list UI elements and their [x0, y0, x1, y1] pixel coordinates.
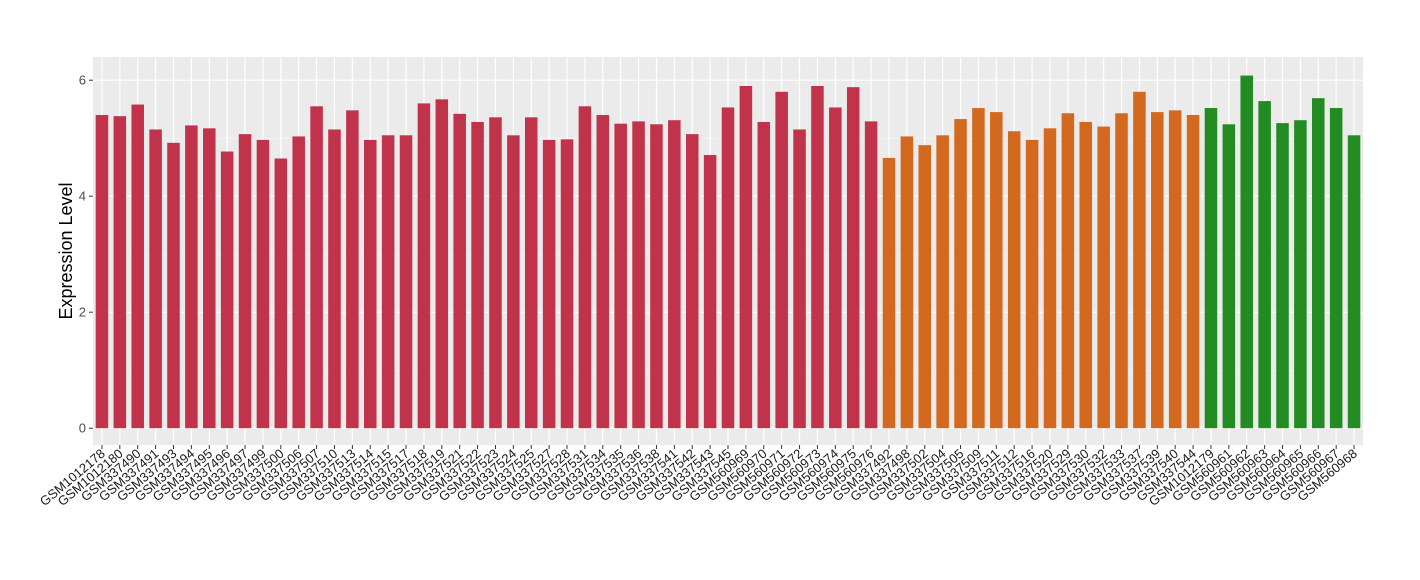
y-tick-label: 0: [79, 421, 86, 436]
bar: [453, 113, 466, 429]
bar: [972, 108, 985, 429]
bar: [1151, 112, 1164, 429]
bar: [292, 136, 305, 429]
bar: [811, 85, 824, 429]
bar: [1168, 110, 1182, 429]
bar: [399, 135, 413, 429]
bar: [238, 134, 252, 429]
bar: [363, 139, 377, 429]
bar: [1204, 108, 1218, 429]
bar: [793, 129, 806, 429]
bar: [167, 142, 180, 429]
bar: [274, 158, 288, 429]
bar: [1043, 128, 1057, 429]
bar: [1222, 124, 1236, 429]
bar: [113, 116, 127, 429]
bar: [256, 139, 270, 429]
bar: [990, 112, 1003, 429]
y-axis-title: Expression Level: [56, 182, 76, 319]
bar: [1258, 101, 1271, 429]
bar: [417, 103, 431, 429]
bar: [757, 121, 771, 429]
bar: [632, 121, 645, 429]
bar: [560, 139, 574, 429]
bar: [1329, 108, 1343, 429]
bar: [1312, 98, 1325, 429]
bar: [1061, 113, 1075, 429]
bar: [1240, 75, 1253, 429]
bar: [381, 135, 395, 429]
bar: [203, 128, 216, 429]
bar: [900, 136, 914, 429]
bar: [435, 99, 449, 429]
bar: [954, 119, 967, 429]
bar: [310, 106, 323, 429]
bar: [918, 145, 932, 429]
bar: [596, 114, 610, 429]
bar: [882, 157, 896, 429]
bar: [703, 155, 717, 429]
y-tick-label: 4: [79, 189, 86, 204]
bar: [846, 87, 860, 429]
bar: [739, 85, 753, 429]
bar: [1133, 91, 1146, 429]
bar: [149, 129, 162, 429]
bar: [328, 129, 341, 429]
bar: [346, 110, 359, 429]
bar: [220, 151, 234, 429]
bar: [1186, 114, 1200, 429]
bar: [614, 123, 627, 429]
bar: [1115, 113, 1128, 429]
bar: [650, 124, 663, 429]
bar: [668, 120, 681, 429]
y-tick-label: 6: [79, 73, 86, 88]
bar: [185, 125, 198, 429]
bar: [1007, 131, 1021, 429]
bar: [507, 135, 520, 429]
bar: [578, 106, 592, 429]
bar: [1294, 120, 1307, 429]
bar: [829, 107, 842, 429]
bar: [471, 121, 484, 429]
bar: [542, 139, 556, 429]
bar: [721, 107, 735, 429]
bar: [1097, 126, 1110, 429]
bar: [864, 121, 878, 429]
bar: [524, 117, 538, 429]
bar: [1079, 121, 1093, 429]
bar: [1025, 139, 1039, 429]
bar: [936, 135, 949, 429]
bar: [685, 134, 699, 429]
bar: [489, 117, 502, 429]
bar: [1276, 123, 1289, 429]
bar: [1347, 135, 1361, 429]
bar: [775, 91, 788, 429]
bar: [95, 114, 109, 429]
y-tick-label: 2: [79, 305, 86, 320]
bar: [131, 104, 144, 429]
